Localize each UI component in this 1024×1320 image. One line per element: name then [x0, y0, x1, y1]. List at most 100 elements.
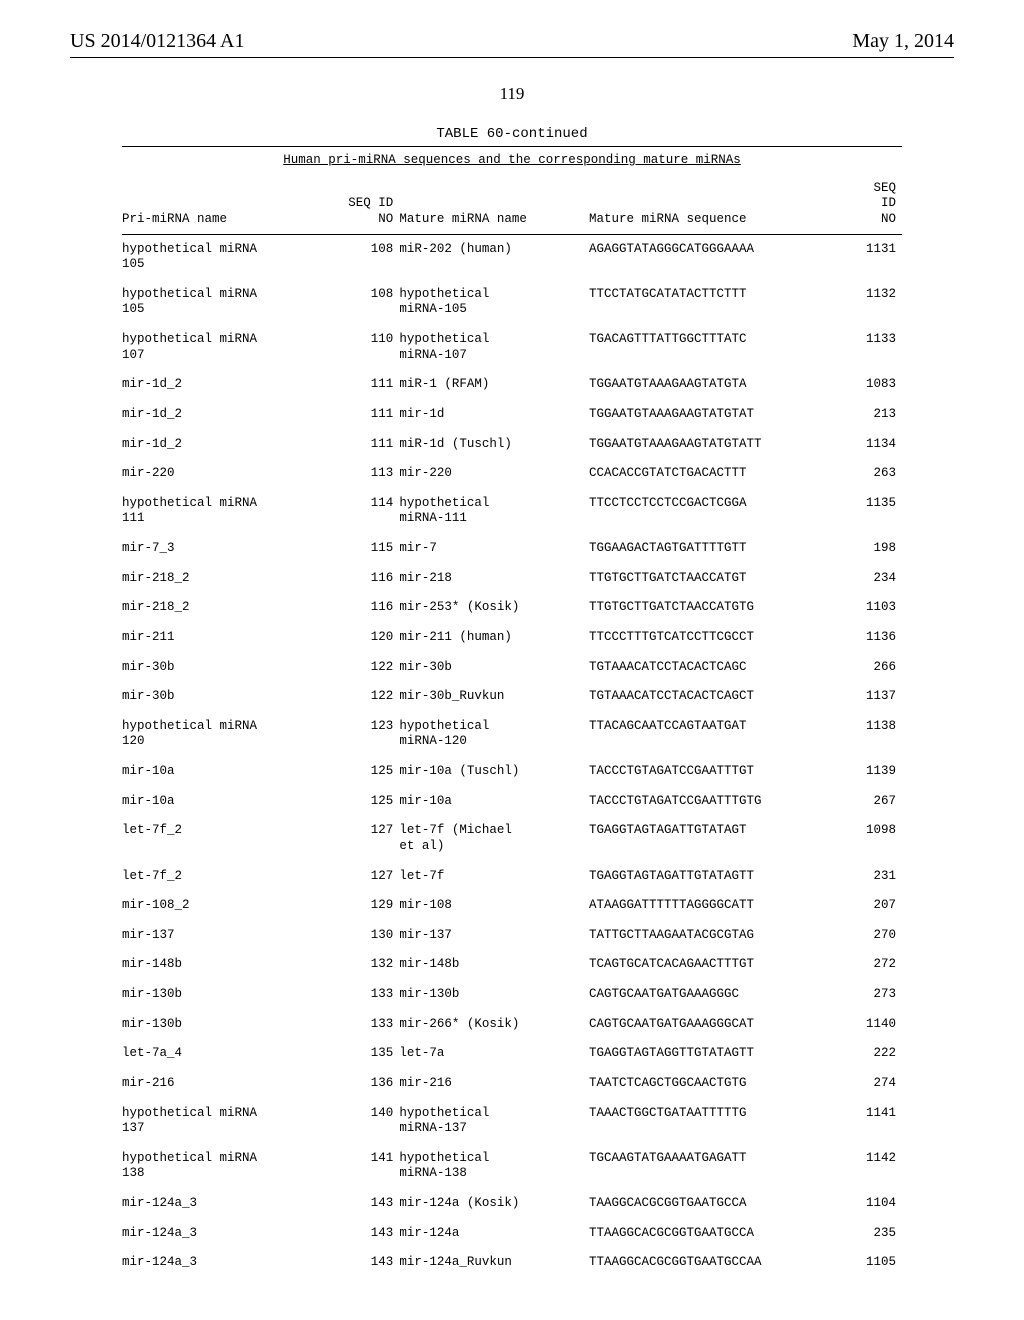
table-row: hypothetical miRNA105108hypotheticalmiRN… — [122, 280, 902, 325]
cell-mature-name: mir-7 — [399, 534, 589, 564]
cell-mature-name: mir-130b — [399, 980, 589, 1010]
cell-mature-name: mir-137 — [399, 921, 589, 951]
cell-seq-id: 110 — [332, 325, 399, 370]
cell-pri-name: mir-220 — [122, 459, 332, 489]
cell-pri-name: mir-137 — [122, 921, 332, 951]
col-header-mature-name: Mature miRNA name — [399, 179, 589, 234]
cell-pri-name: mir-10a — [122, 787, 332, 817]
cell-mature-name: miR-202 (human) — [399, 234, 589, 280]
table-row: hypothetical miRNA107110hypotheticalmiRN… — [122, 325, 902, 370]
cell-seq-no: 1142 — [840, 1144, 902, 1189]
cell-pri-name: hypothetical miRNA105 — [122, 234, 332, 280]
cell-seq-no: 1103 — [840, 593, 902, 623]
table-row: mir-220113mir-220CCACACCGTATCTGACACTTT26… — [122, 459, 902, 489]
cell-pri-name: mir-218_2 — [122, 593, 332, 623]
cell-seq-id: 122 — [332, 682, 399, 712]
cell-seq-id: 125 — [332, 787, 399, 817]
cell-pri-name: mir-30b — [122, 682, 332, 712]
cell-mature-seq: TGAGGTAGTAGATTGTATAGT — [589, 816, 840, 861]
cell-mature-seq: CAGTGCAATGATGAAAGGGCAT — [589, 1010, 840, 1040]
cell-mature-name: mir-124a — [399, 1219, 589, 1249]
page-root: US 2014/0121364 A1 May 1, 2014 119 TABLE… — [0, 0, 1024, 1318]
table-row: let-7f_2127let-7fTGAGGTAGTAGATTGTATAGTT2… — [122, 862, 902, 892]
cell-mature-name: mir-211 (human) — [399, 623, 589, 653]
cell-pri-name: hypothetical miRNA120 — [122, 712, 332, 757]
table-caption: TABLE 60-continued — [70, 126, 954, 142]
table-subtitle: Human pri-miRNA sequences and the corres… — [122, 147, 902, 179]
cell-pri-name: mir-130b — [122, 980, 332, 1010]
cell-seq-id: 136 — [332, 1069, 399, 1099]
cell-pri-name: mir-7_3 — [122, 534, 332, 564]
cell-seq-id: 111 — [332, 430, 399, 460]
cell-mature-seq: TGGAAGACTAGTGATTTTGTT — [589, 534, 840, 564]
cell-mature-name: mir-10a (Tuschl) — [399, 757, 589, 787]
cell-seq-id: 143 — [332, 1219, 399, 1249]
cell-seq-no: 234 — [840, 564, 902, 594]
cell-seq-no: 213 — [840, 400, 902, 430]
col-header-mature-seq: Mature miRNA sequence — [589, 179, 840, 234]
cell-mature-seq: TTGTGCTTGATCTAACCATGTG — [589, 593, 840, 623]
cell-seq-no: 1132 — [840, 280, 902, 325]
cell-seq-id: 123 — [332, 712, 399, 757]
cell-mature-seq: TCAGTGCATCACAGAACTTTGT — [589, 950, 840, 980]
table-row: hypothetical miRNA138141hypotheticalmiRN… — [122, 1144, 902, 1189]
cell-pri-name: mir-108_2 — [122, 891, 332, 921]
cell-seq-no: 263 — [840, 459, 902, 489]
cell-mature-name: mir-148b — [399, 950, 589, 980]
cell-mature-seq: AGAGGTATAGGGCATGGGAAAA — [589, 234, 840, 280]
table-subtitle-row: Human pri-miRNA sequences and the corres… — [122, 147, 902, 179]
cell-seq-id: 111 — [332, 370, 399, 400]
cell-seq-no: 266 — [840, 653, 902, 683]
cell-seq-id: 111 — [332, 400, 399, 430]
cell-mature-name: mir-124a_Ruvkun — [399, 1248, 589, 1278]
cell-mature-name: miR-1d (Tuschl) — [399, 430, 589, 460]
cell-mature-name: mir-266* (Kosik) — [399, 1010, 589, 1040]
cell-seq-no: 235 — [840, 1219, 902, 1249]
cell-seq-id: 127 — [332, 862, 399, 892]
cell-seq-id: 108 — [332, 234, 399, 280]
cell-seq-no: 1134 — [840, 430, 902, 460]
cell-pri-name: mir-124a_3 — [122, 1189, 332, 1219]
cell-mature-seq: TGACAGTTTATTGGCTTTATC — [589, 325, 840, 370]
table-row: mir-124a_3143mir-124aTTAAGGCACGCGGTGAATG… — [122, 1219, 902, 1249]
table-row: mir-7_3115mir-7TGGAAGACTAGTGATTTTGTT198 — [122, 534, 902, 564]
cell-mature-name: hypotheticalmiRNA-137 — [399, 1099, 589, 1144]
table-row: mir-10a125mir-10a (Tuschl)TACCCTGTAGATCC… — [122, 757, 902, 787]
table-row: mir-124a_3143mir-124a (Kosik)TAAGGCACGCG… — [122, 1189, 902, 1219]
cell-mature-seq: TACCCTGTAGATCCGAATTTGT — [589, 757, 840, 787]
cell-seq-id: 143 — [332, 1248, 399, 1278]
cell-mature-name: mir-220 — [399, 459, 589, 489]
cell-mature-seq: CCACACCGTATCTGACACTTT — [589, 459, 840, 489]
table-row: mir-30b122mir-30bTGTAAACATCCTACACTCAGC26… — [122, 653, 902, 683]
cell-mature-seq: TAAGGCACGCGGTGAATGCCA — [589, 1189, 840, 1219]
cell-pri-name: hypothetical miRNA138 — [122, 1144, 332, 1189]
cell-seq-id: 133 — [332, 980, 399, 1010]
table-row: hypothetical miRNA120123hypotheticalmiRN… — [122, 712, 902, 757]
cell-seq-no: 1105 — [840, 1248, 902, 1278]
cell-seq-id: 141 — [332, 1144, 399, 1189]
table-row: mir-1d_2111miR-1d (Tuschl)TGGAATGTAAAGAA… — [122, 430, 902, 460]
cell-seq-id: 122 — [332, 653, 399, 683]
cell-mature-name: hypotheticalmiRNA-111 — [399, 489, 589, 534]
table-row: let-7a_4135let-7aTGAGGTAGTAGGTTGTATAGTT2… — [122, 1039, 902, 1069]
cell-seq-no: 267 — [840, 787, 902, 817]
cell-mature-name: let-7f — [399, 862, 589, 892]
cell-pri-name: let-7a_4 — [122, 1039, 332, 1069]
cell-mature-seq: TGTAAACATCCTACACTCAGCT — [589, 682, 840, 712]
cell-pri-name: mir-148b — [122, 950, 332, 980]
cell-mature-seq: TTACAGCAATCCAGTAATGAT — [589, 712, 840, 757]
cell-mature-seq: TGGAATGTAAAGAAGTATGTAT — [589, 400, 840, 430]
cell-mature-seq: TAAACTGGCTGATAATTTTTG — [589, 1099, 840, 1144]
cell-seq-no: 1104 — [840, 1189, 902, 1219]
table-row: mir-130b133mir-130bCAGTGCAATGATGAAAGGGC2… — [122, 980, 902, 1010]
mirna-table: Human pri-miRNA sequences and the corres… — [122, 146, 902, 1278]
cell-mature-seq: TTCCCTTTGTCATCCTTCGCCT — [589, 623, 840, 653]
cell-seq-id: 125 — [332, 757, 399, 787]
table-row: mir-10a125mir-10aTACCCTGTAGATCCGAATTTGTG… — [122, 787, 902, 817]
cell-seq-no: 1131 — [840, 234, 902, 280]
cell-mature-name: mir-10a — [399, 787, 589, 817]
page-number: 119 — [70, 84, 954, 104]
table-row: mir-137130mir-137TATTGCTTAAGAATACGCGTAG2… — [122, 921, 902, 951]
table-wrap: Human pri-miRNA sequences and the corres… — [122, 146, 902, 1278]
cell-seq-id: 143 — [332, 1189, 399, 1219]
